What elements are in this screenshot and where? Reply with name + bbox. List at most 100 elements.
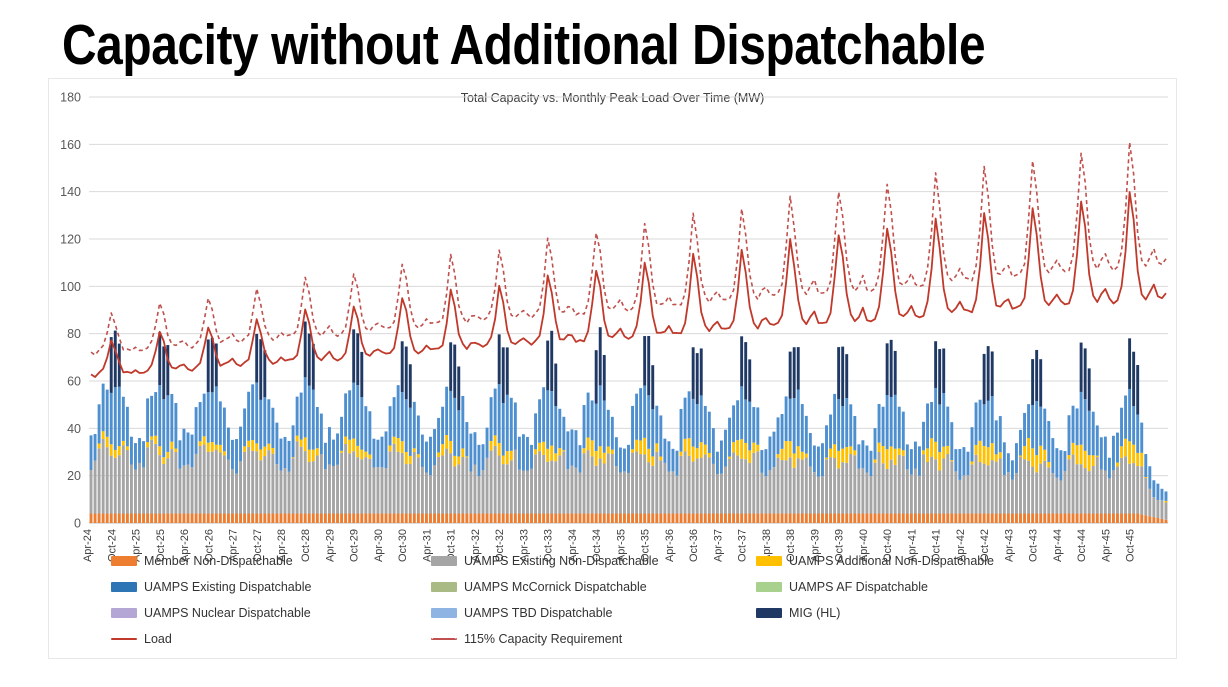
- legend-item[interactable]: UAMPS Existing Dispatchable: [111, 580, 431, 594]
- bar-segment: [303, 437, 307, 452]
- bar-segment: [958, 513, 962, 523]
- bar-segment: [1002, 513, 1006, 523]
- bar-segment: [279, 470, 283, 514]
- bar-segment: [586, 392, 590, 438]
- bar-segment: [1071, 405, 1075, 443]
- bar-segment: [1015, 473, 1018, 514]
- bar-segment: [113, 449, 117, 458]
- bar-segment: [1091, 513, 1095, 523]
- bar-segment: [958, 479, 962, 514]
- legend-item[interactable]: MIG (HL): [756, 606, 1076, 620]
- bar-segment: [210, 337, 214, 393]
- bar-segment: [218, 452, 222, 514]
- bar-segment: [671, 448, 675, 472]
- bar-segment: [182, 513, 186, 523]
- bar-segment: [420, 434, 424, 467]
- bar-segment: [222, 451, 226, 456]
- bar-segment: [825, 457, 828, 460]
- bar-segment: [356, 445, 360, 458]
- bar-segment: [344, 393, 348, 437]
- bar-segment: [376, 467, 380, 514]
- bar-segment: [1079, 513, 1083, 523]
- bar-segment: [449, 513, 453, 523]
- bar-segment: [922, 513, 925, 523]
- legend-item[interactable]: UAMPS McCornick Dispatchable: [431, 580, 756, 594]
- bar-segment: [404, 464, 408, 514]
- bar-segment: [303, 451, 307, 514]
- bar-segment: [736, 400, 740, 441]
- bar-segment: [623, 471, 626, 514]
- bar-segment: [497, 455, 501, 514]
- bar-segment: [719, 440, 723, 474]
- bar-segment: [129, 436, 133, 465]
- bar-segment: [340, 513, 344, 523]
- bar-segment: [808, 513, 812, 523]
- bar-segment: [804, 453, 808, 458]
- bar-segment: [566, 513, 570, 523]
- bar-segment: [861, 440, 865, 468]
- legend-item[interactable]: 115% Capacity Requirement: [431, 632, 756, 646]
- legend-item[interactable]: UAMPS Additional Non-Dispatchable: [756, 554, 1076, 568]
- bar-segment: [651, 409, 655, 457]
- bar-segment: [113, 457, 117, 514]
- bar-segment: [1083, 450, 1087, 469]
- legend-item[interactable]: Member Non-Dispatchable: [111, 554, 431, 568]
- bar-segment: [1035, 472, 1039, 514]
- legend-item[interactable]: UAMPS Existing Non-Dispatchable: [431, 554, 756, 568]
- legend-item[interactable]: UAMPS Nuclear Dispatchable: [111, 606, 431, 620]
- bar-segment: [437, 417, 441, 453]
- bar-segment: [845, 462, 849, 514]
- legend-item[interactable]: UAMPS TBD Dispatchable: [431, 606, 756, 620]
- bar-segment: [954, 471, 958, 514]
- bar-segment: [946, 445, 950, 455]
- bar-segment: [578, 472, 582, 514]
- bar-segment: [598, 385, 602, 447]
- bar-segment: [174, 513, 178, 523]
- bar-segment: [663, 462, 667, 514]
- bar-segment: [942, 348, 946, 394]
- bar-segment: [687, 455, 691, 514]
- bar-segment: [909, 513, 913, 523]
- bar-segment: [893, 513, 897, 523]
- bar-segment: [1051, 473, 1055, 514]
- bar-segment: [259, 339, 263, 400]
- bar-segment: [521, 513, 525, 523]
- legend-item[interactable]: UAMPS AF Dispatchable: [756, 580, 1076, 594]
- bar-segment: [691, 446, 695, 462]
- bar-segment: [703, 405, 707, 445]
- bar-segment: [562, 416, 566, 451]
- bar-segment: [655, 443, 659, 452]
- bar-segment: [283, 513, 287, 523]
- bar-segment: [291, 457, 295, 459]
- bar-segment: [841, 448, 845, 463]
- bar-segment: [255, 333, 259, 383]
- bar-segment: [602, 400, 606, 453]
- legend-swatch-line: [111, 638, 137, 640]
- legend-item[interactable]: Load: [111, 632, 431, 646]
- x-axis-tick-label: Oct-34: [591, 529, 603, 562]
- bar-segment: [267, 513, 271, 523]
- bar-segment: [562, 450, 566, 452]
- bar-segment: [429, 513, 432, 523]
- bar-segment: [117, 386, 121, 447]
- bar-segment: [105, 447, 109, 514]
- bar-segment: [618, 472, 622, 514]
- bar-segment: [1111, 470, 1115, 514]
- bar-segment: [728, 456, 731, 459]
- bar-segment: [792, 467, 796, 514]
- bar-segment: [829, 414, 833, 449]
- bar-segment: [913, 468, 917, 514]
- bar-segment: [715, 451, 719, 475]
- bar-segment: [804, 457, 808, 514]
- bar-segment: [986, 513, 990, 523]
- bar-segment: [259, 449, 263, 461]
- bar-segment: [639, 388, 643, 441]
- bar-segment: [101, 383, 105, 432]
- bar-segment: [1116, 513, 1119, 523]
- bar-segment: [190, 513, 194, 523]
- bar-segment: [590, 456, 594, 514]
- bar-segment: [328, 513, 331, 523]
- legend-swatch-box: [111, 556, 137, 566]
- bar-segment: [918, 446, 921, 476]
- bar-segment: [837, 450, 841, 469]
